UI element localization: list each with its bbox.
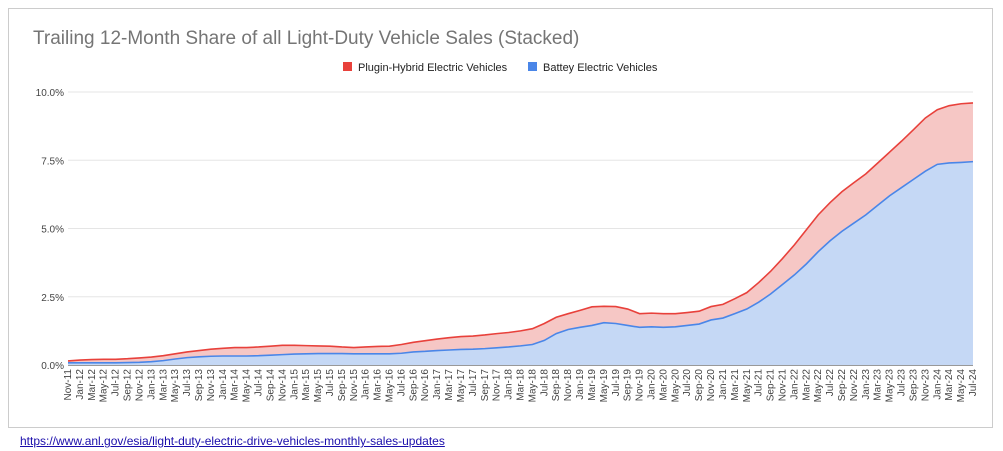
x-tick-label: Jan-12	[75, 369, 86, 400]
x-tick-label: Mar-19	[587, 369, 598, 401]
x-tick-label: Jan-13	[146, 369, 157, 400]
chart-title: Trailing 12-Month Share of all Light-Dut…	[33, 28, 580, 49]
x-tick-label: May-14	[242, 369, 253, 403]
x-tick-label: Mar-17	[444, 369, 455, 401]
x-tick-label: Jul-12	[111, 369, 122, 397]
x-tick-label: Jan-19	[575, 369, 586, 400]
x-tick-label: Sep-16	[408, 369, 419, 402]
x-tick-label: Jan-15	[289, 369, 300, 400]
x-tick-label: May-20	[670, 369, 681, 403]
legend: Plugin-Hybrid Electric Vehicles Battey El…	[343, 62, 658, 74]
legend-label: Plugin-Hybrid Electric Vehicles	[358, 62, 508, 74]
x-tick-label: May-23	[885, 369, 896, 403]
x-tick-label: Sep-17	[480, 369, 491, 402]
x-tick-label: Sep-19	[623, 369, 634, 402]
x-tick-label: Mar-23	[873, 369, 884, 401]
x-tick-label: Jan-21	[718, 369, 729, 400]
x-tick-label: Nov-22	[849, 369, 860, 402]
x-tick-label: Jul-14	[254, 369, 265, 397]
x-tick-label: Jul-18	[539, 369, 550, 397]
x-tick-label: May-13	[170, 369, 181, 403]
x-tick-label: Nov-12	[134, 369, 145, 402]
x-tick-label: Sep-18	[551, 369, 562, 402]
legend-swatch	[528, 62, 537, 71]
x-tick-label: May-24	[956, 369, 967, 403]
x-tick-label: May-21	[742, 369, 753, 403]
x-tick-label: Mar-13	[158, 369, 169, 401]
y-tick-label: 0.0%	[41, 361, 64, 372]
y-axis-ticks: 0.0% 2.5% 5.0% 7.5% 10.0%	[36, 88, 64, 372]
x-tick-label: Jan-17	[432, 369, 443, 400]
x-axis-ticks: Nov-11 Jan-12 Mar-12 May-12 Jul-12 Sep-12 Nov-…	[63, 369, 979, 403]
x-tick-label: May-15	[313, 369, 324, 403]
x-tick-label: Nov-17	[492, 369, 503, 402]
x-tick-label: Jul-24	[968, 369, 979, 397]
source-link[interactable]: https://www.anl.gov/esia/light-duty-elec…	[20, 434, 445, 448]
x-tick-label: Nov-18	[563, 369, 574, 402]
x-tick-label: Nov-14	[277, 369, 288, 402]
x-tick-label: Mar-16	[373, 369, 384, 401]
x-tick-label: Sep-21	[766, 369, 777, 402]
y-tick-label: 7.5%	[41, 156, 64, 167]
x-tick-label: May-17	[456, 369, 467, 403]
y-tick-label: 10.0%	[36, 88, 64, 99]
x-tick-label: Nov-13	[206, 369, 217, 402]
x-tick-label: Mar-12	[87, 369, 98, 401]
x-tick-label: Jan-18	[504, 369, 515, 400]
x-tick-label: May-18	[527, 369, 538, 403]
bev-line	[68, 160, 974, 364]
x-tick-label: Nov-21	[777, 369, 788, 402]
x-tick-label: Jul-16	[396, 369, 407, 397]
x-tick-label: May-19	[599, 369, 610, 403]
x-tick-label: Jul-15	[325, 369, 336, 397]
x-tick-label: May-22	[813, 369, 824, 403]
phev-area	[68, 102, 973, 363]
x-tick-label: Jul-19	[611, 369, 622, 397]
x-tick-label: Mar-14	[230, 369, 241, 401]
y-tick-label: 2.5%	[41, 293, 64, 304]
x-tick-label: Jul-17	[468, 369, 479, 397]
x-tick-label: Mar-18	[516, 369, 527, 401]
x-tick-label: Sep-13	[194, 369, 205, 402]
x-tick-label: Mar-21	[730, 369, 741, 401]
legend-label: Battey Electric Vehicles	[543, 62, 658, 74]
x-tick-label: Jan-16	[361, 369, 372, 400]
x-tick-label: Sep-12	[123, 369, 134, 402]
x-tick-label: Mar-24	[944, 369, 955, 401]
x-tick-label: Jan-23	[861, 369, 872, 400]
x-tick-label: Jan-24	[932, 369, 943, 400]
x-tick-label: Jul-13	[182, 369, 193, 397]
x-tick-label: Jan-22	[789, 369, 800, 400]
x-tick-label: Nov-11	[63, 369, 74, 401]
x-tick-label: Jul-23	[897, 369, 908, 397]
x-tick-label: Mar-20	[658, 369, 669, 401]
bev-area	[68, 161, 973, 365]
phev-line	[67, 102, 974, 362]
x-tick-label: Nov-23	[920, 369, 931, 402]
x-tick-label: Jul-21	[754, 369, 765, 397]
x-tick-label: Jan-14	[218, 369, 229, 400]
x-tick-label: Nov-15	[349, 369, 360, 402]
x-tick-label: Sep-23	[908, 369, 919, 402]
x-tick-label: Sep-20	[694, 369, 705, 402]
x-tick-label: Nov-16	[420, 369, 431, 402]
x-tick-label: Jul-20	[682, 369, 693, 397]
x-tick-label: Nov-19	[635, 369, 646, 402]
x-tick-label: Mar-15	[301, 369, 312, 401]
x-tick-label: May-12	[99, 369, 110, 403]
x-tick-label: Sep-14	[265, 369, 276, 402]
x-tick-label: Sep-22	[837, 369, 848, 402]
x-tick-label: Mar-22	[801, 369, 812, 401]
x-tick-label: May-16	[385, 369, 396, 403]
legend-swatch	[343, 62, 352, 71]
x-tick-label: Jul-22	[825, 369, 836, 397]
series-areas	[67, 102, 974, 365]
x-tick-label: Nov-20	[706, 369, 717, 402]
x-tick-label: Jan-20	[646, 369, 657, 400]
y-tick-label: 5.0%	[41, 225, 64, 236]
x-tick-label: Sep-15	[337, 369, 348, 402]
